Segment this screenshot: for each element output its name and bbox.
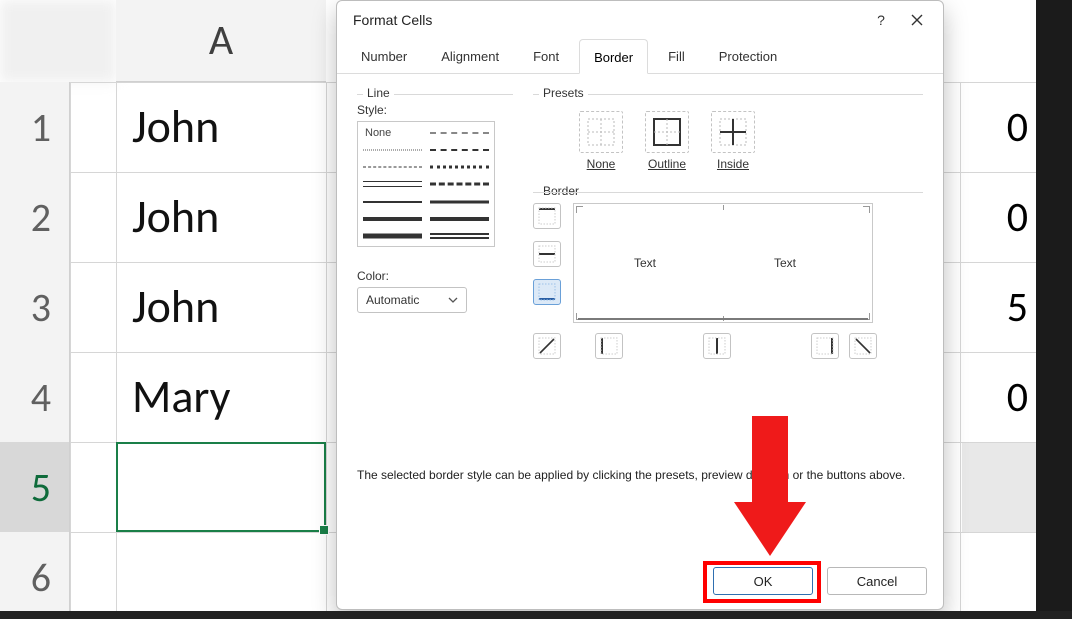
row-header[interactable]: 3: [0, 262, 70, 352]
gridline-v: [326, 82, 327, 619]
color-label: Color:: [357, 269, 513, 283]
page-bottom-strip: [0, 611, 1072, 619]
row-header[interactable]: 1: [0, 82, 70, 172]
preset-label: None: [587, 157, 616, 171]
border-preview[interactable]: Text Text: [573, 203, 873, 323]
style-label: Style:: [357, 103, 513, 117]
presets-legend: Presets: [539, 86, 588, 100]
style-swatch[interactable]: [428, 212, 491, 225]
cell-peek-2[interactable]: 0: [960, 172, 1036, 262]
border-group: Border Text: [533, 186, 923, 368]
preset-none-icon: [579, 111, 623, 153]
border-right-button[interactable]: [811, 333, 839, 359]
close-button[interactable]: [899, 4, 935, 36]
preview-text: Text: [774, 256, 796, 270]
style-swatch[interactable]: [361, 212, 424, 225]
dialog-titlebar[interactable]: Format Cells ?: [337, 1, 943, 39]
style-swatch[interactable]: [428, 230, 491, 243]
tab-number[interactable]: Number: [347, 39, 421, 73]
color-dropdown[interactable]: Automatic: [357, 287, 467, 313]
style-swatch[interactable]: [361, 178, 424, 191]
dialog-tabs: Number Alignment Font Border Fill Protec…: [337, 39, 943, 74]
page-edge-shadow: [1036, 0, 1072, 619]
border-left-button[interactable]: [595, 333, 623, 359]
style-swatch[interactable]: [361, 230, 424, 243]
selection-remote-tint: [962, 442, 1036, 532]
cell-a4[interactable]: Mary: [116, 352, 326, 442]
preset-inside[interactable]: Inside: [711, 111, 755, 171]
preset-outline-icon: [645, 111, 689, 153]
cell-peek-3[interactable]: 5: [960, 262, 1036, 352]
row-header[interactable]: 2: [0, 172, 70, 262]
border-diag-down-button[interactable]: [849, 333, 877, 359]
column-header-a[interactable]: A: [116, 0, 326, 82]
style-swatch[interactable]: [361, 143, 424, 156]
dialog-title: Format Cells: [353, 12, 432, 28]
border-top-button[interactable]: [533, 203, 561, 229]
selection-outline: [116, 442, 326, 532]
gridline-v: [70, 82, 71, 619]
row-header[interactable]: 6: [0, 532, 70, 619]
tab-protection[interactable]: Protection: [705, 39, 792, 73]
preset-inside-icon: [711, 111, 755, 153]
style-swatch[interactable]: [428, 195, 491, 208]
close-icon: [911, 14, 923, 26]
ok-button[interactable]: OK: [713, 567, 813, 595]
style-swatch[interactable]: [428, 161, 491, 174]
tab-font[interactable]: Font: [519, 39, 573, 73]
help-button[interactable]: ?: [863, 4, 899, 36]
hint-text: The selected border style can be applied…: [357, 468, 923, 482]
style-none[interactable]: None: [361, 126, 424, 139]
format-cells-dialog: Format Cells ? Number Alignment Font Bor…: [336, 0, 944, 610]
preview-text: Text: [634, 256, 656, 270]
preset-none[interactable]: None: [579, 111, 623, 171]
selectall-corner: [0, 0, 116, 82]
presets-group: Presets None Outline: [533, 88, 923, 175]
row-header-selected[interactable]: 5: [0, 442, 70, 532]
preview-bottom-border: [578, 318, 868, 320]
preset-outline[interactable]: Outline: [645, 111, 689, 171]
chevron-down-icon: [448, 295, 458, 305]
dialog-buttons: OK Cancel: [713, 567, 927, 595]
cell-a3[interactable]: John: [116, 262, 326, 352]
style-swatch[interactable]: [361, 161, 424, 174]
line-legend: Line: [363, 86, 394, 100]
tab-fill[interactable]: Fill: [654, 39, 699, 73]
help-icon: ?: [877, 12, 885, 28]
style-swatch[interactable]: [428, 143, 491, 156]
dialog-body: Line Style: None: [337, 74, 943, 86]
cell-a2[interactable]: John: [116, 172, 326, 262]
border-diag-up-button[interactable]: [533, 333, 561, 359]
preset-label: Outline: [648, 157, 686, 171]
border-vmid-button[interactable]: [703, 333, 731, 359]
border-bottom-button[interactable]: [533, 279, 561, 305]
line-group: Line Style: None: [357, 88, 513, 313]
row-header[interactable]: 4: [0, 352, 70, 442]
tab-alignment[interactable]: Alignment: [427, 39, 513, 73]
border-hmid-button[interactable]: [533, 241, 561, 267]
style-swatch[interactable]: [428, 126, 491, 139]
cell-peek-4[interactable]: 0: [960, 352, 1036, 442]
cell-a1[interactable]: John: [116, 82, 326, 172]
style-swatch[interactable]: [428, 178, 491, 191]
tab-border[interactable]: Border: [579, 39, 648, 74]
style-listbox[interactable]: None: [357, 121, 495, 247]
color-value: Automatic: [366, 293, 419, 307]
preset-label: Inside: [717, 157, 749, 171]
style-swatch[interactable]: [361, 195, 424, 208]
cell-peek-1[interactable]: 0: [960, 82, 1036, 172]
cancel-button[interactable]: Cancel: [827, 567, 927, 595]
